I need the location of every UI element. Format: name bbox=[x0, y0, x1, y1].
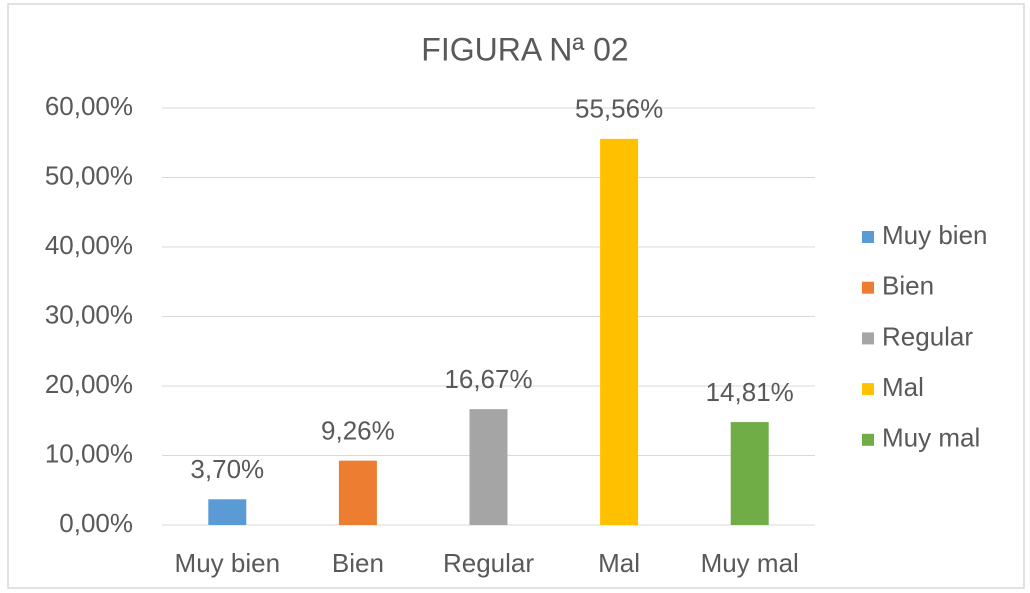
x-tick-label: Mal bbox=[598, 548, 640, 578]
x-tick-label: Muy bien bbox=[175, 548, 281, 578]
y-tick-label: 20,00% bbox=[45, 369, 133, 399]
bar bbox=[600, 138, 639, 525]
data-label: 16,67% bbox=[444, 364, 532, 394]
y-tick-label: 50,00% bbox=[45, 160, 133, 190]
bar bbox=[208, 499, 247, 525]
y-tick-label: 0,00% bbox=[59, 508, 133, 538]
legend-label: Muy mal bbox=[882, 423, 980, 453]
legend-swatch bbox=[862, 281, 874, 294]
data-label: 9,26% bbox=[321, 416, 395, 446]
legend-swatch bbox=[862, 231, 874, 243]
bar bbox=[338, 460, 377, 525]
legend-swatch bbox=[862, 433, 874, 446]
chart-frame bbox=[7, 3, 1025, 589]
legend-label: Regular bbox=[882, 321, 973, 351]
y-tick-label: 60,00% bbox=[45, 91, 133, 121]
legend-label: Bien bbox=[882, 271, 934, 301]
legend-label: Mal bbox=[882, 372, 924, 402]
legend-label: Muy bien bbox=[882, 220, 988, 250]
data-label: 14,81% bbox=[706, 377, 794, 407]
x-tick-label: Regular bbox=[443, 548, 534, 578]
y-tick-label: 40,00% bbox=[45, 230, 133, 260]
y-tick-label: 10,00% bbox=[45, 438, 133, 468]
legend-swatch bbox=[862, 332, 874, 345]
x-tick-label: Bien bbox=[332, 548, 384, 578]
bar bbox=[469, 409, 508, 525]
bar bbox=[730, 422, 769, 525]
data-label: 3,70% bbox=[190, 454, 264, 484]
y-tick-label: 30,00% bbox=[45, 299, 133, 329]
chart-title: FIGURA Nª 02 bbox=[421, 31, 628, 67]
data-label: 55,56% bbox=[575, 94, 663, 124]
legend-swatch bbox=[862, 383, 874, 396]
x-tick-label: Muy mal bbox=[701, 548, 799, 578]
